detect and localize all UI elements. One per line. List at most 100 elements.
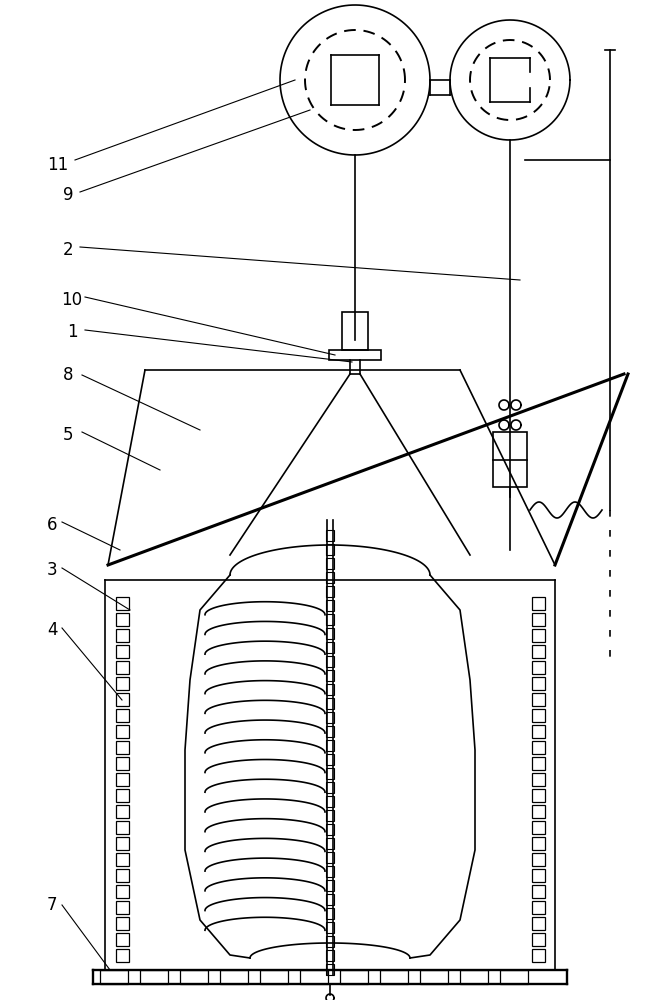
Bar (260, 970, 288, 984)
Text: 9: 9 (63, 186, 73, 204)
Bar (115, 597, 129, 610)
Bar (180, 970, 208, 984)
Bar (115, 901, 129, 914)
Bar (326, 712, 334, 723)
Bar (115, 869, 129, 882)
Bar (531, 837, 545, 850)
Bar (531, 645, 545, 658)
Bar (326, 642, 334, 653)
Bar (115, 805, 129, 818)
Bar (115, 949, 129, 962)
Bar (531, 757, 545, 770)
Bar (326, 810, 334, 821)
Bar (531, 869, 545, 882)
Bar (115, 741, 129, 754)
Text: 11: 11 (48, 156, 68, 174)
Bar (326, 530, 334, 541)
Bar (115, 773, 129, 786)
Bar (326, 558, 334, 569)
Bar (115, 789, 129, 802)
Text: 3: 3 (47, 561, 58, 579)
Bar (531, 885, 545, 898)
Bar (326, 894, 334, 905)
Bar (420, 970, 448, 984)
Bar (531, 917, 545, 930)
Bar (326, 782, 334, 793)
Bar (140, 970, 168, 984)
Bar (300, 970, 328, 984)
Bar (326, 628, 334, 639)
Bar (115, 613, 129, 626)
Bar (326, 684, 334, 695)
Text: 8: 8 (63, 366, 73, 384)
Bar (115, 725, 129, 738)
Text: 7: 7 (47, 896, 57, 914)
Bar (531, 709, 545, 722)
Bar (531, 901, 545, 914)
Bar (115, 917, 129, 930)
Bar (342, 312, 368, 350)
Bar (326, 950, 334, 961)
Bar (531, 821, 545, 834)
Bar (115, 629, 129, 642)
Bar (531, 773, 545, 786)
Bar (329, 350, 381, 360)
Bar (115, 933, 129, 946)
Text: 6: 6 (47, 516, 57, 534)
Bar (326, 544, 334, 555)
Text: 4: 4 (47, 621, 57, 639)
Bar (326, 838, 334, 849)
Bar (531, 597, 545, 610)
Bar (326, 922, 334, 933)
Bar (326, 740, 334, 751)
Bar (531, 629, 545, 642)
Text: 1: 1 (67, 323, 77, 341)
Bar (531, 693, 545, 706)
Bar (326, 726, 334, 737)
Bar (531, 949, 545, 962)
Bar (493, 432, 527, 487)
Bar (326, 572, 334, 583)
Bar (531, 805, 545, 818)
Bar (531, 725, 545, 738)
Bar (115, 677, 129, 690)
Bar (531, 741, 545, 754)
Bar (531, 613, 545, 626)
Bar (115, 853, 129, 866)
Bar (115, 821, 129, 834)
Bar (531, 661, 545, 674)
Bar (326, 824, 334, 835)
Bar (326, 754, 334, 765)
Bar (326, 614, 334, 625)
Bar (115, 661, 129, 674)
Bar (326, 796, 334, 807)
Bar (115, 837, 129, 850)
Bar (326, 600, 334, 611)
Text: 10: 10 (62, 291, 82, 309)
Bar (115, 709, 129, 722)
Bar (326, 866, 334, 877)
Bar (100, 970, 128, 984)
Bar (115, 645, 129, 658)
Bar (326, 586, 334, 597)
Bar (326, 964, 334, 975)
Bar (326, 768, 334, 779)
Bar (115, 757, 129, 770)
Bar (115, 885, 129, 898)
Text: 2: 2 (63, 241, 73, 259)
Bar (340, 970, 368, 984)
Bar (460, 970, 488, 984)
Bar (531, 789, 545, 802)
Bar (326, 670, 334, 681)
Bar (326, 698, 334, 709)
Bar (326, 908, 334, 919)
Bar (326, 852, 334, 863)
Bar (531, 677, 545, 690)
Bar (531, 933, 545, 946)
Bar (326, 880, 334, 891)
Bar (500, 970, 528, 984)
Bar (380, 970, 408, 984)
Bar (531, 853, 545, 866)
Bar (115, 693, 129, 706)
Text: 5: 5 (63, 426, 73, 444)
